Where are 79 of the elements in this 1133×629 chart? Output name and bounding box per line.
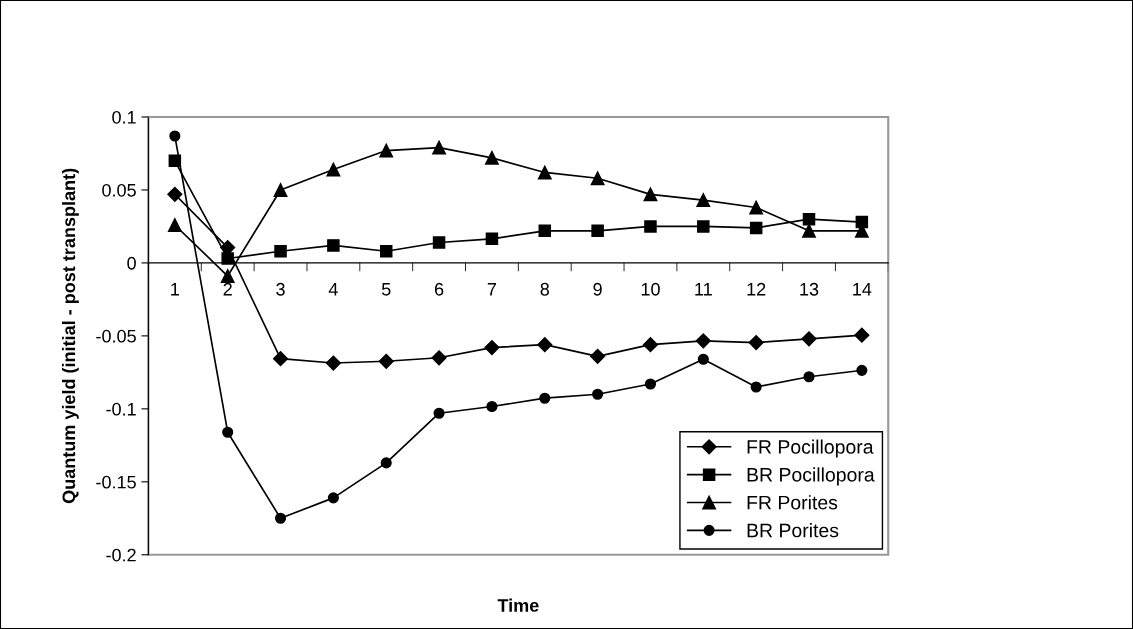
point: [592, 388, 604, 400]
point: [433, 407, 445, 419]
y-tick-label: 0.05: [102, 183, 136, 197]
legend-label: BR Porites: [747, 523, 839, 538]
point: [167, 218, 182, 232]
x-tick-label: 3: [276, 282, 285, 296]
point: [431, 350, 447, 366]
point: [590, 171, 605, 186]
legend-label: FR Pocillopora: [747, 439, 874, 458]
x-tick-label: 4: [328, 283, 338, 296]
point: [485, 232, 499, 246]
point: [803, 371, 815, 383]
point: [326, 162, 341, 177]
point: [697, 220, 710, 233]
x-tick-label: 2: [223, 282, 232, 296]
x-tick-label: 14: [853, 283, 872, 296]
point: [379, 244, 393, 258]
point: [272, 351, 289, 367]
point: [750, 381, 762, 393]
point: [856, 364, 868, 376]
point: [590, 348, 606, 364]
x-tick-label: 6: [434, 282, 444, 296]
point: [220, 269, 235, 284]
y-tick-label: -0.15: [96, 475, 136, 489]
y-tick-label: 0.1: [112, 110, 136, 124]
x-tick-label: 13: [800, 282, 819, 296]
y-tick-label: -0.2: [106, 548, 136, 562]
point: [644, 220, 657, 233]
point: [643, 187, 658, 202]
point: [591, 224, 604, 238]
point: [484, 339, 500, 356]
point: [642, 337, 659, 353]
point: [484, 150, 499, 165]
point: [486, 400, 498, 413]
x-axis-title: Time: [497, 598, 539, 612]
point: [696, 193, 711, 208]
point: [801, 331, 817, 347]
y-axis-title: Quantum yield (initial - post transplant): [61, 168, 79, 504]
point: [537, 337, 553, 353]
legend-label: FR Porites: [747, 495, 838, 510]
point: [432, 236, 446, 249]
point: [380, 457, 392, 469]
point: [378, 353, 394, 369]
point: [748, 335, 764, 351]
point: [695, 333, 711, 349]
point: [169, 130, 181, 142]
point: [327, 492, 339, 504]
x-tick-label: 1: [171, 283, 179, 296]
x-tick-label: 8: [540, 282, 550, 296]
point: [327, 239, 340, 252]
point: [274, 512, 287, 524]
point: [802, 223, 816, 238]
x-tick-label: 5: [381, 283, 391, 296]
point: [274, 244, 287, 258]
point: [749, 221, 763, 235]
point: [749, 200, 764, 215]
point: [221, 252, 234, 265]
point: [644, 378, 657, 390]
y-tick-label: 0: [127, 256, 136, 270]
point: [273, 183, 288, 197]
x-tick-label: 7: [487, 283, 497, 296]
y-tick-label: -0.1: [106, 402, 136, 416]
x-tick-label: 10: [641, 282, 660, 296]
x-tick-label: 9: [593, 282, 602, 296]
point: [802, 212, 816, 226]
point: [854, 327, 870, 343]
point: [379, 143, 394, 158]
legend-label: BR Pocillopora: [747, 467, 875, 486]
point: [222, 426, 234, 438]
y-tick-label: -0.05: [96, 329, 136, 343]
x-tick-label: 11: [695, 283, 712, 296]
point: [538, 224, 552, 238]
point: [167, 186, 183, 202]
point: [432, 140, 447, 155]
point: [325, 355, 341, 371]
x-tick-label: 12: [747, 282, 766, 296]
point: [697, 353, 709, 365]
point: [539, 392, 551, 404]
point: [537, 165, 552, 180]
